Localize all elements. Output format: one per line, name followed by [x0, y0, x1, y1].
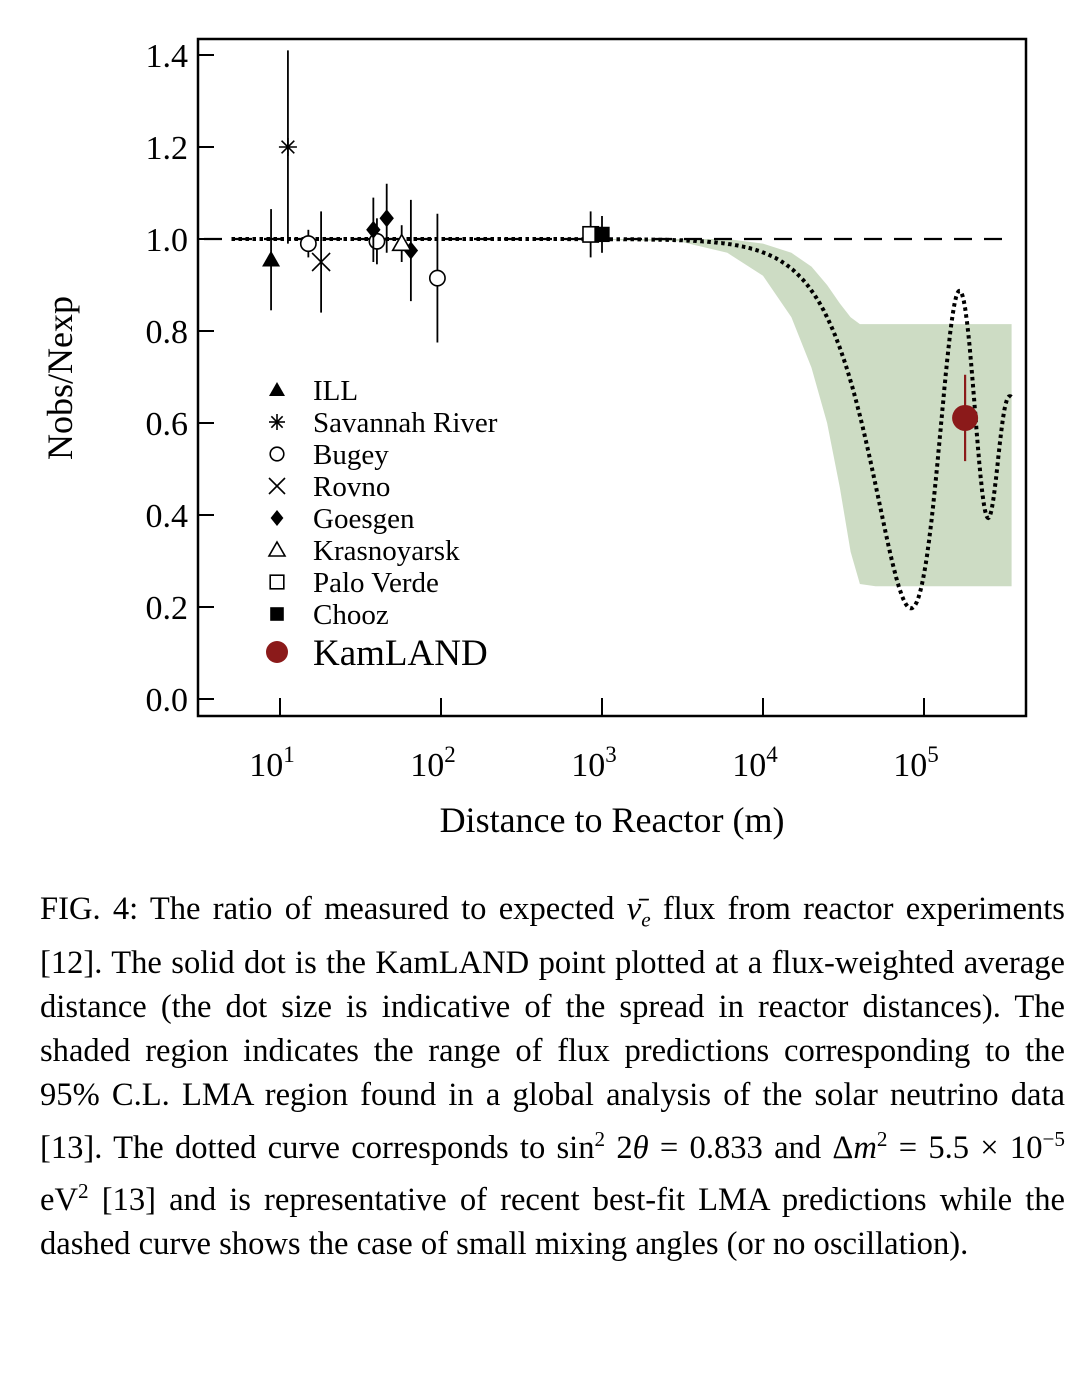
legend-label-goesgen: Goesgen — [313, 503, 415, 535]
legend-marker-bugey — [269, 446, 285, 462]
y-tick-label-7: 1.4 — [146, 38, 189, 75]
legend-marker-savannah-river — [269, 414, 285, 430]
m-symbol: m — [853, 1129, 877, 1166]
figure-caption: FIG. 4: The ratio of measured to expecte… — [40, 888, 1065, 1267]
nu-bar-symbol: ν̄ — [626, 891, 642, 927]
legend-marker-chooz — [270, 607, 284, 621]
plot-frame — [196, 37, 1028, 718]
sin-exponent: 2 — [594, 1126, 606, 1151]
legend-marker-krasnoyarsk — [267, 540, 287, 557]
legend-marker-kamland — [266, 641, 288, 663]
legend-label-bugey: Bugey — [313, 439, 389, 471]
x-tick-label-2: 103 — [571, 742, 617, 784]
y-axis-title: Nobs/Nexp — [40, 296, 80, 460]
savannah-river-point-0 — [278, 138, 297, 156]
theta-symbol: θ — [632, 1129, 649, 1166]
kamland-point-0 — [952, 404, 979, 431]
y-tick-label-5: 1.0 — [146, 222, 189, 259]
caption-text-4: = 0.833 and Δ — [648, 1129, 854, 1166]
legend-label-rovno: Rovno — [313, 471, 390, 503]
y-tick-label-6: 1.2 — [146, 130, 189, 167]
legend-marker-palo-verde — [269, 574, 285, 590]
caption-text-5: = 5.5 × 10 — [887, 1129, 1043, 1166]
bugey-point-0 — [299, 235, 317, 253]
ev-exponent: 2 — [78, 1179, 89, 1204]
caption-text-6: eV — [40, 1182, 78, 1219]
legend-label-savannah-river: Savannah River — [313, 407, 498, 439]
caption-text-1: FIG. 4: The ratio of measured to expecte… — [40, 891, 627, 927]
lma-shaded-band — [553, 239, 1012, 587]
goesgen-point-0 — [366, 220, 381, 239]
legend-label-palo-verde: Palo Verde — [313, 567, 439, 599]
x-tick-label-0: 101 — [249, 742, 295, 784]
legend-marker-goesgen — [270, 510, 284, 526]
ill-point-0 — [262, 250, 281, 267]
x-tick-label-4: 105 — [893, 742, 939, 784]
y-tick-label-2: 0.4 — [146, 498, 189, 535]
legend-label-kamland: KamLAND — [313, 633, 488, 674]
caption-text-3: 2 — [605, 1129, 633, 1166]
nu-subscript: e — [641, 907, 651, 932]
y-tick-label-3: 0.6 — [146, 406, 189, 443]
caption-text-7: [13] and is representative of recent bes… — [40, 1182, 1065, 1262]
m-exponent: 2 — [876, 1126, 888, 1151]
krasnoyarsk-point-0 — [391, 232, 413, 252]
goesgen-point-1 — [379, 209, 394, 228]
power-exponent: −5 — [1042, 1126, 1066, 1151]
x-axis-title: Distance to Reactor (m) — [440, 800, 785, 840]
legend-marker-rovno — [268, 477, 286, 495]
legend-label-chooz: Chooz — [313, 599, 389, 631]
y-tick-label-0: 0.0 — [146, 682, 189, 719]
rovno-point-0 — [311, 252, 331, 272]
x-tick-label-1: 102 — [410, 742, 456, 784]
y-tick-label-4: 0.8 — [146, 314, 189, 351]
legend-marker-ill — [269, 382, 285, 396]
caption-text-2: flux from reactor experiments [12]. The … — [40, 891, 1065, 1166]
y-tick-label-1: 0.2 — [146, 590, 189, 627]
chooz-point-0 — [594, 226, 610, 243]
bugey-point-2 — [428, 269, 446, 287]
legend-label-krasnoyarsk: Krasnoyarsk — [313, 535, 460, 567]
legend-label-ill: ILL — [313, 375, 358, 407]
x-tick-label-3: 104 — [732, 742, 778, 784]
